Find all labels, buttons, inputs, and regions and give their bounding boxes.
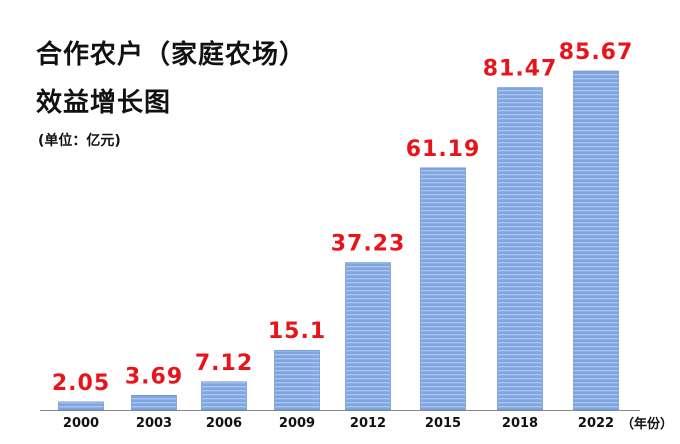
x-axis-unit: （年份） xyxy=(621,417,674,432)
bar-2018 xyxy=(497,87,543,411)
unit-note: (单位：亿元) xyxy=(38,133,121,149)
x-tick-label-2006: 2006 xyxy=(206,416,242,431)
value-label-2012: 37.23 xyxy=(331,232,406,257)
value-label-2006: 7.12 xyxy=(195,351,253,376)
bar-2000 xyxy=(58,401,104,411)
bar-2006 xyxy=(201,381,247,411)
value-label-2018: 81.47 xyxy=(483,57,558,82)
bar-2009 xyxy=(274,349,320,411)
x-tick-label-2000: 2000 xyxy=(63,416,99,431)
chart-title-line2: 效益增长图 xyxy=(36,88,172,118)
chart-title-line1: 合作农户（家庭农场） xyxy=(36,40,307,70)
x-tick-label-2018: 2018 xyxy=(502,416,538,431)
x-tick-label-2015: 2015 xyxy=(425,416,461,431)
bar-2012 xyxy=(345,262,391,411)
x-tick-label-2003: 2003 xyxy=(136,416,172,431)
value-label-2003: 3.69 xyxy=(125,364,183,389)
value-label-2000: 2.05 xyxy=(52,371,110,396)
x-tick-label-2009: 2009 xyxy=(279,416,315,431)
x-tick-label-2012: 2012 xyxy=(350,416,386,431)
bar-2003 xyxy=(131,395,177,411)
value-label-2009: 15.1 xyxy=(268,319,326,344)
value-label-2022: 85.67 xyxy=(559,40,634,65)
x-tick-label-2022: 2022 xyxy=(578,416,614,431)
bar-2022 xyxy=(573,70,619,411)
bar-2015 xyxy=(420,167,466,411)
value-label-2015: 61.19 xyxy=(406,137,481,162)
